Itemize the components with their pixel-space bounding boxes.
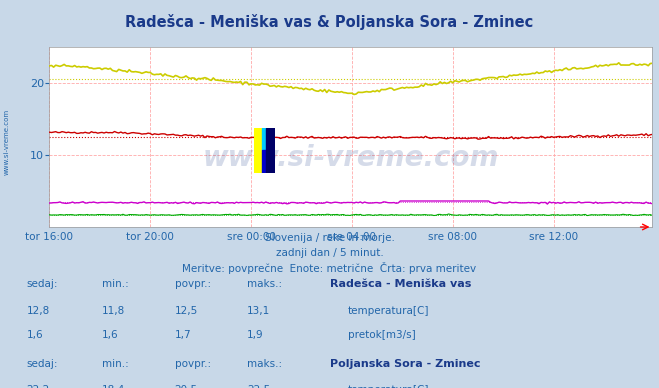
Text: 12,5: 12,5 bbox=[175, 306, 198, 316]
Text: www.si-vreme.com: www.si-vreme.com bbox=[203, 144, 499, 172]
Text: www.si-vreme.com: www.si-vreme.com bbox=[3, 109, 10, 175]
Text: Radešca - Meniška vas: Radešca - Meniška vas bbox=[330, 279, 471, 289]
Text: povpr.:: povpr.: bbox=[175, 279, 211, 289]
Text: Poljanska Sora - Zminec: Poljanska Sora - Zminec bbox=[330, 359, 480, 369]
Text: 1,6: 1,6 bbox=[102, 330, 119, 340]
Text: 20,5: 20,5 bbox=[175, 385, 198, 388]
Bar bbox=[266, 128, 275, 173]
Text: 22,5: 22,5 bbox=[247, 385, 270, 388]
Text: 18,4: 18,4 bbox=[102, 385, 125, 388]
Text: pretok[m3/s]: pretok[m3/s] bbox=[348, 330, 416, 340]
Text: maks.:: maks.: bbox=[247, 359, 282, 369]
Text: Radešca - Meniška vas & Poljanska Sora - Zminec: Radešca - Meniška vas & Poljanska Sora -… bbox=[125, 14, 534, 29]
Text: povpr.:: povpr.: bbox=[175, 359, 211, 369]
Text: 13,1: 13,1 bbox=[247, 306, 270, 316]
Text: 1,7: 1,7 bbox=[175, 330, 191, 340]
Text: 1,6: 1,6 bbox=[26, 330, 43, 340]
Bar bbox=[254, 128, 262, 173]
Text: 1,9: 1,9 bbox=[247, 330, 264, 340]
Text: Meritve: povprečne  Enote: metrične  Črta: prva meritev: Meritve: povprečne Enote: metrične Črta:… bbox=[183, 262, 476, 274]
Text: zadnji dan / 5 minut.: zadnji dan / 5 minut. bbox=[275, 248, 384, 258]
Text: Slovenija / reke in morje.: Slovenija / reke in morje. bbox=[264, 233, 395, 243]
Text: 11,8: 11,8 bbox=[102, 306, 125, 316]
Text: 12,8: 12,8 bbox=[26, 306, 49, 316]
Text: 22,2: 22,2 bbox=[26, 385, 49, 388]
Text: sedaj:: sedaj: bbox=[26, 359, 58, 369]
Text: temperatura[C]: temperatura[C] bbox=[348, 306, 430, 316]
Text: sedaj:: sedaj: bbox=[26, 279, 58, 289]
Bar bbox=[262, 150, 266, 173]
Bar bbox=[262, 128, 266, 150]
Text: temperatura[C]: temperatura[C] bbox=[348, 385, 430, 388]
Text: min.:: min.: bbox=[102, 359, 129, 369]
Text: min.:: min.: bbox=[102, 279, 129, 289]
Text: maks.:: maks.: bbox=[247, 279, 282, 289]
